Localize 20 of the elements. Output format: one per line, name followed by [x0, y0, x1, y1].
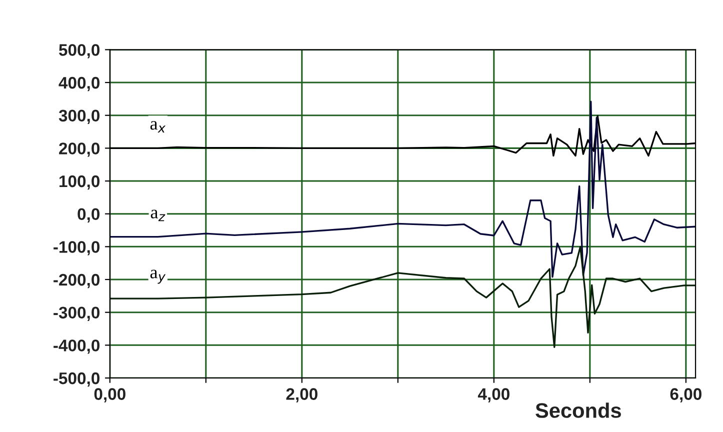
x-tick-label: 0,00	[94, 388, 126, 402]
x-tick-label: 6,00	[670, 388, 702, 402]
y-tick-label: -400,0	[54, 340, 100, 354]
y-tick-label: -300,0	[54, 306, 100, 321]
y-tick-label: 500,0	[58, 44, 100, 58]
x-axis-title: Seconds	[536, 402, 621, 418]
line-series	[110, 246, 696, 348]
y-tick-label: 0,0	[78, 208, 100, 222]
x-tick-label: 4,00	[478, 388, 510, 402]
y-tick-label: -500,0	[54, 372, 100, 387]
x-tick-label: 2,00	[286, 388, 318, 402]
y-tick-label: -200,0	[54, 274, 100, 288]
series-label: a$_{y}$	[150, 270, 166, 284]
y-tick-label: 300,0	[58, 110, 100, 124]
y-tick-label: 200,0	[59, 142, 100, 157]
series-label: a$_{z}$	[150, 210, 166, 222]
y-tick-label: 100,0	[60, 175, 100, 190]
series-label: a$_{x}$	[150, 121, 166, 133]
y-tick-label: 400,0	[58, 76, 100, 92]
y-tick-label: -100,0	[54, 241, 100, 256]
